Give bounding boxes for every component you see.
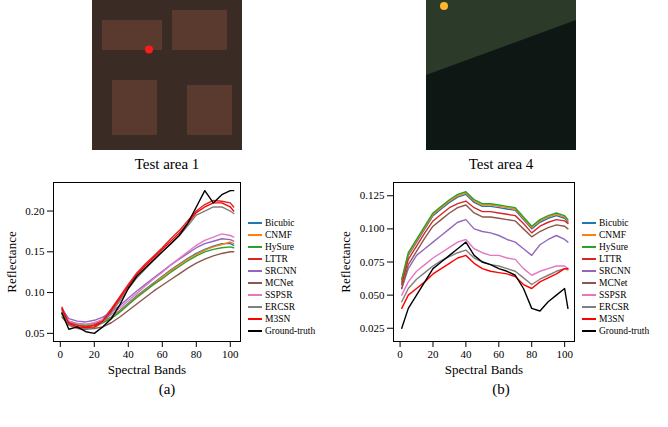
- svg-text:40: 40: [460, 348, 472, 360]
- svg-text:0.15: 0.15: [25, 245, 45, 257]
- svg-text:100: 100: [222, 348, 239, 360]
- svg-text:20: 20: [89, 348, 101, 360]
- html-text:Bicubic: Bicubic: [599, 217, 629, 228]
- html-text:(b): (b): [492, 381, 510, 397]
- html-text:CNMF: CNMF: [265, 229, 292, 240]
- html-text:Test area 1: Test area 1: [134, 156, 200, 172]
- html-text:HySure: HySure: [599, 241, 628, 252]
- html-text:(a): (a): [158, 381, 176, 397]
- html-text:Ground-truth: Ground-truth: [265, 325, 316, 336]
- html-text:MCNet: MCNet: [599, 277, 628, 288]
- svg-text:80: 80: [526, 348, 538, 360]
- html-text:SRCNN: SRCNN: [599, 265, 631, 276]
- html-text:Bicubic: Bicubic: [265, 217, 295, 228]
- svg-text:0.100: 0.100: [360, 222, 385, 234]
- svg-text:0.20: 0.20: [25, 205, 45, 217]
- html-text:SSPSR: SSPSR: [599, 289, 627, 300]
- svg-text:100: 100: [556, 348, 573, 360]
- html-text:CNMF: CNMF: [599, 229, 626, 240]
- svg-text:Reflectance: Reflectance: [338, 231, 353, 293]
- html-text:ERCSR: ERCSR: [599, 301, 630, 312]
- html-text:M3SN: M3SN: [265, 313, 291, 324]
- html-text:LTTR: LTTR: [265, 253, 288, 264]
- svg-text:Spectral Bands: Spectral Bands: [445, 362, 523, 377]
- svg-text:0.050: 0.050: [360, 289, 385, 301]
- svg-text:80: 80: [191, 348, 203, 360]
- svg-text:60: 60: [493, 348, 505, 360]
- html-text:MCNet: MCNet: [265, 277, 294, 288]
- svg-text:40: 40: [123, 348, 135, 360]
- svg-text:0.025: 0.025: [360, 322, 385, 334]
- svg-text:0.05: 0.05: [25, 327, 45, 339]
- svg-text:20: 20: [427, 348, 439, 360]
- html-text:SSPSR: SSPSR: [265, 289, 293, 300]
- svg-text:0.10: 0.10: [25, 286, 45, 298]
- svg-text:0.075: 0.075: [360, 256, 385, 268]
- svg-text:0: 0: [397, 348, 403, 360]
- svg-text:0.125: 0.125: [360, 189, 385, 201]
- html-text:Test area 4: Test area 4: [468, 156, 534, 172]
- svg-text:60: 60: [157, 348, 169, 360]
- html-text:LTTR: LTTR: [599, 253, 622, 264]
- html-text:Ground-truth: Ground-truth: [599, 325, 650, 336]
- svg-text:Reflectance: Reflectance: [4, 231, 19, 293]
- html-text:SRCNN: SRCNN: [265, 265, 297, 276]
- html-text:ERCSR: ERCSR: [265, 301, 296, 312]
- svg-text:0: 0: [58, 348, 64, 360]
- html-text:HySure: HySure: [265, 241, 294, 252]
- html-text:M3SN: M3SN: [599, 313, 625, 324]
- svg-text:Spectral Bands: Spectral Bands: [108, 362, 186, 377]
